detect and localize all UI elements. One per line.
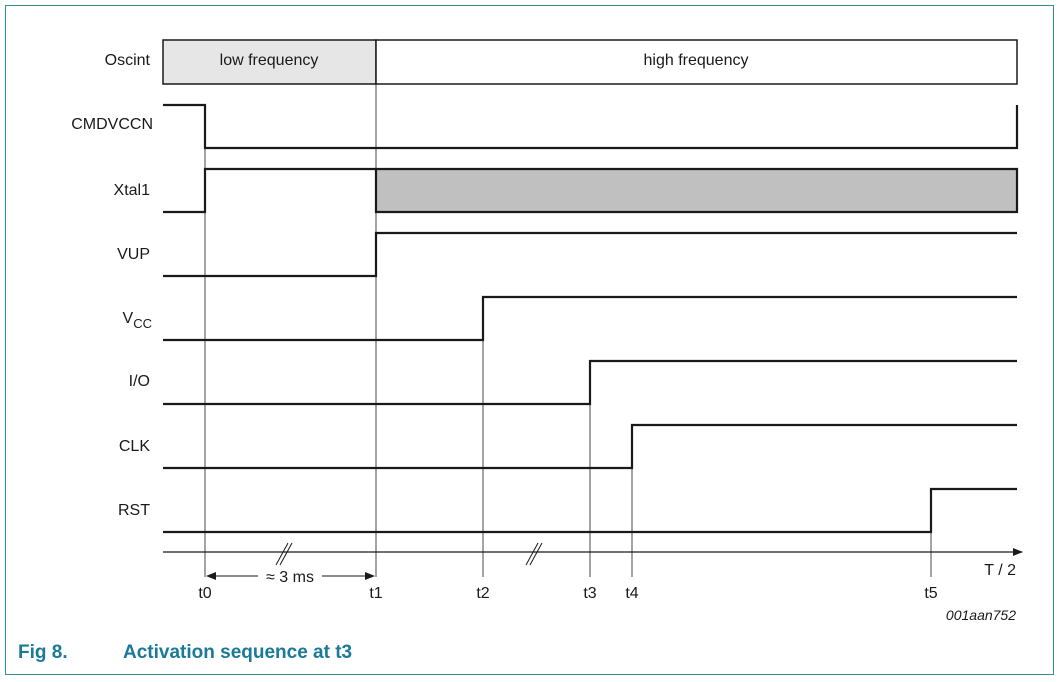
tick-label-t5: t5 <box>924 585 937 602</box>
oscint-high-frequency-segment <box>375 39 1018 85</box>
oscint-high-frequency-text: high frequency <box>644 52 749 69</box>
duration-label: ≈ 3 ms <box>266 569 314 586</box>
axis-break-marks <box>275 542 543 566</box>
vcc-waveform <box>163 295 1017 342</box>
oscint-label: Oscint <box>105 52 151 69</box>
tick-label-t0: t0 <box>198 585 211 602</box>
tick-label-t4: t4 <box>625 585 638 602</box>
oscint-low-frequency-text: low frequency <box>220 52 319 69</box>
xtal1-label: Xtal1 <box>114 182 151 199</box>
time-marker-lines <box>204 84 932 577</box>
clk-waveform <box>163 423 1017 470</box>
axis-label: T / 2 <box>984 562 1016 579</box>
cmdvccn-waveform <box>163 103 1019 150</box>
io-waveform <box>163 359 1017 406</box>
vup-label: VUP <box>117 246 150 263</box>
xtal1-waveform <box>163 167 1019 214</box>
xtal1-high-frequency-band <box>376 169 1017 212</box>
vup-waveform <box>163 231 1017 278</box>
figure-frame <box>5 5 1054 675</box>
tick-label-t1: t1 <box>369 585 382 602</box>
tick-label-t3: t3 <box>583 585 596 602</box>
clk-label: CLK <box>119 438 150 455</box>
rst-label: RST <box>118 502 150 519</box>
caption-title: Activation sequence at t3 <box>123 642 353 663</box>
tick-label-t2: t2 <box>476 585 489 602</box>
figure-reference: 001aan752 <box>946 607 1016 623</box>
cmdvccn-label: CMDVCCN <box>71 116 153 133</box>
io-label: I/O <box>129 373 150 390</box>
rst-waveform <box>163 487 1017 534</box>
caption-number: Fig 8. <box>18 642 68 663</box>
vcc-label: VCC <box>123 310 152 331</box>
figure-caption: Fig 8. Activation sequence at t3 <box>18 642 352 664</box>
oscint-low-frequency-segment <box>162 39 377 85</box>
